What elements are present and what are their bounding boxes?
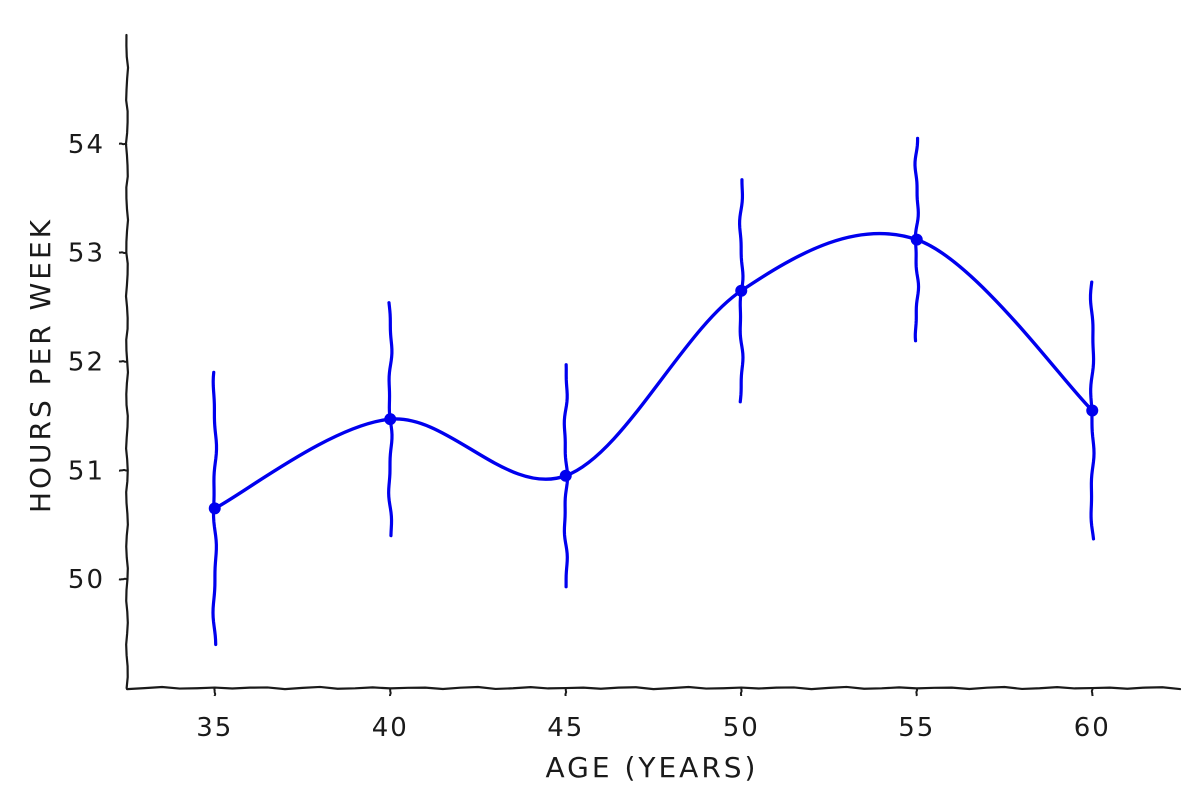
plot-marks <box>208 136 1099 647</box>
x-tick-label: 60 <box>1074 713 1111 743</box>
y-tick-label: 54 <box>68 130 105 160</box>
y-tick-label: 50 <box>68 565 105 595</box>
data-point <box>735 284 748 297</box>
y-ticks: 50 51 52 53 54 <box>68 130 128 595</box>
x-tick-mark <box>388 687 392 697</box>
data-point <box>559 469 572 482</box>
y-axis-title: HOURS PER WEEK <box>24 217 57 513</box>
x-tick-mark <box>564 687 568 696</box>
data-point <box>208 502 221 515</box>
y-tick-mark <box>118 360 127 363</box>
x-tick-mark <box>739 687 743 696</box>
y-tick-mark <box>118 468 128 472</box>
x-tick-label: 55 <box>898 713 935 743</box>
series-line <box>213 231 1094 511</box>
y-tick-mark <box>118 142 128 146</box>
x-tick-mark <box>915 688 919 697</box>
x-ticks: 35 40 45 50 55 60 <box>196 687 1111 743</box>
y-tick-label: 51 <box>68 456 105 486</box>
y-tick-label: 52 <box>68 348 105 378</box>
x-tick-mark <box>1090 687 1094 697</box>
y-tick-label: 53 <box>68 239 105 269</box>
x-tick-label: 45 <box>547 713 584 743</box>
x-tick-label: 35 <box>196 713 233 743</box>
axes <box>124 33 1182 691</box>
x-tick-label: 50 <box>723 713 760 743</box>
x-tick-label: 40 <box>372 713 409 743</box>
x-tick-mark <box>213 687 217 697</box>
x-axis-title: AGE (YEARS) <box>546 751 759 784</box>
data-point <box>1086 404 1099 417</box>
y-tick-mark <box>118 577 128 581</box>
x-axis-line <box>125 685 1182 691</box>
y-tick-mark <box>118 251 128 254</box>
data-point <box>384 413 397 426</box>
data-point <box>910 233 923 246</box>
